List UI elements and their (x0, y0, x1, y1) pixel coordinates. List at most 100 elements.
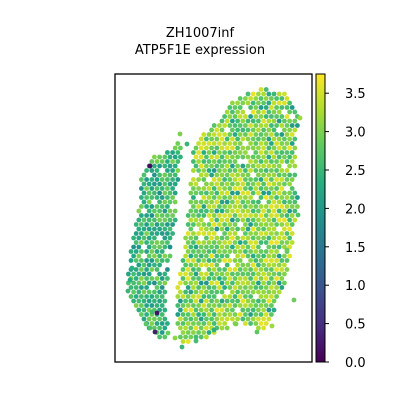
expression-spot (144, 267, 150, 272)
colorbar-tick-label: 1.0 (345, 279, 366, 294)
expression-spot (152, 163, 157, 169)
expression-spot (214, 208, 220, 214)
colorbar-tick-label: 1.5 (345, 241, 366, 256)
expression-spot (287, 172, 292, 178)
expression-spot (243, 168, 248, 173)
expression-spot (188, 280, 194, 286)
expression-spot (196, 276, 202, 281)
expression-spot (235, 163, 241, 169)
expression-spot (256, 280, 261, 286)
expression-spot (141, 181, 147, 187)
expression-spot (266, 298, 272, 304)
expression-spot (219, 325, 225, 331)
expression-spot (224, 316, 230, 322)
expression-spot (287, 127, 292, 133)
expression-spot (227, 258, 233, 263)
expression-spot (266, 271, 272, 277)
expression-spot (235, 235, 241, 241)
expression-spot (258, 312, 264, 317)
expression-spot (154, 222, 160, 227)
expression-spot (274, 114, 279, 119)
expression-spot (191, 258, 196, 263)
expression-spot (149, 177, 155, 182)
expression-spot (193, 145, 199, 151)
expression-spot (292, 136, 298, 142)
expression-spot (154, 195, 160, 200)
expression-spot (258, 132, 264, 137)
expression-spot (136, 244, 142, 250)
expression-spot (274, 204, 279, 209)
expression-spot (261, 217, 266, 223)
expression-spot (162, 316, 168, 322)
expression-spot (232, 168, 238, 173)
expression-spot (159, 159, 165, 164)
expression-spot (154, 276, 160, 281)
expression-spot (211, 276, 217, 281)
expression-spot (263, 249, 269, 254)
expression-spot (211, 204, 217, 209)
expression-spot (149, 258, 155, 263)
expression-spot (167, 190, 173, 196)
expression-spot (191, 150, 196, 155)
expression-spot (235, 253, 241, 259)
expression-spot (139, 222, 144, 227)
expression-spot (204, 262, 209, 268)
expression-spot (237, 258, 243, 263)
expression-spot (209, 289, 215, 295)
expression-spot (146, 262, 152, 268)
expression-spot (245, 145, 251, 151)
expression-spot (253, 321, 259, 326)
expression-spot (157, 199, 163, 205)
expression-spot (193, 244, 199, 250)
expression-spot (204, 298, 209, 304)
expression-spot (180, 294, 186, 299)
expression-spot (271, 307, 277, 313)
expression-spot (243, 267, 248, 272)
expression-spot (217, 213, 222, 218)
expression-spot (224, 136, 230, 142)
expression-spot (232, 312, 238, 317)
expression-spot (185, 276, 191, 281)
expression-spot (165, 330, 171, 336)
expression-spot (219, 244, 225, 250)
expression-spot (284, 168, 290, 173)
expression-spot (159, 186, 165, 191)
expression-spot (250, 118, 256, 124)
expression-spot (172, 208, 178, 214)
expression-spot (276, 190, 282, 196)
expression-spot (240, 217, 246, 223)
expression-spot (159, 231, 165, 236)
expression-spot (204, 271, 209, 277)
expression-spot (289, 177, 295, 182)
expression-spot (258, 249, 264, 254)
expression-spot (237, 177, 243, 182)
expression-spot (149, 249, 155, 254)
expression-spot (129, 265, 135, 271)
expression-spot (253, 267, 259, 272)
expression-spot (191, 267, 196, 272)
expression-spot (230, 118, 235, 124)
expression-spot (245, 199, 251, 205)
expression-spot (170, 231, 176, 236)
expression-spot (154, 177, 160, 182)
colorbar-tick-label: 3.5 (345, 87, 366, 102)
expression-spot (289, 150, 295, 155)
expression-spot (178, 145, 183, 151)
expression-spot (180, 321, 186, 326)
expression-spot (193, 307, 199, 313)
expression-spot (230, 154, 235, 160)
expression-spot (227, 276, 233, 281)
expression-spot (274, 294, 279, 299)
expression-spot (240, 181, 246, 187)
expression-spot (266, 181, 272, 187)
expression-spot (292, 208, 298, 214)
expression-spot (253, 312, 259, 317)
expression-spot (222, 321, 228, 326)
expression-spot (258, 294, 264, 299)
expression-spot (204, 235, 209, 241)
expression-spot (214, 262, 220, 268)
expression-spot (162, 298, 168, 304)
expression-spot (266, 136, 272, 142)
expression-spot (133, 276, 139, 281)
expression-spot (230, 217, 235, 223)
